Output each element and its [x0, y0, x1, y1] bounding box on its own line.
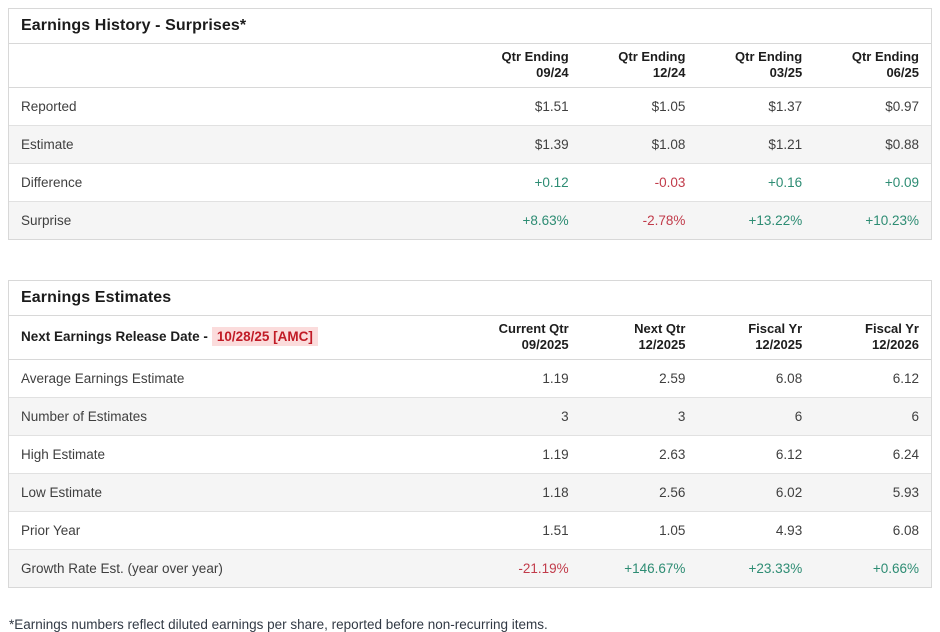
table-cell: -21.19%	[518, 561, 569, 576]
table-cell: 6.12	[697, 435, 815, 474]
table-cell: 1.19	[463, 435, 581, 474]
column-header-qtr-0924: Qtr Ending 09/24	[463, 44, 581, 88]
table-cell: 6	[814, 397, 931, 436]
row-label: Reported	[9, 87, 464, 126]
table-row-low-estimate: Low Estimate 1.18 2.56 6.02 5.93	[9, 473, 931, 512]
earnings-history-table: Qtr Ending 09/24 Qtr Ending 12/24 Qtr En…	[9, 44, 931, 239]
table-cell: 3	[463, 397, 581, 436]
row-label: Low Estimate	[9, 473, 464, 512]
row-label: Growth Rate Est. (year over year)	[21, 561, 223, 576]
table-row-average-earnings-estimate: Average Earnings Estimate 1.19 2.59 6.08…	[9, 359, 931, 398]
earnings-estimates-table: Next Earnings Release Date -10/28/25 [AM…	[9, 316, 931, 587]
table-cell: $1.51	[463, 87, 581, 126]
table-cell: $1.08	[580, 125, 698, 164]
table-cell: 5.93	[814, 473, 931, 512]
earnings-history-title: Earnings History - Surprises*	[9, 9, 931, 44]
table-row-difference: Difference +0.12 -0.03 +0.16 +0.09	[9, 163, 931, 202]
column-header-qtr-1224: Qtr Ending 12/24	[580, 44, 698, 88]
table-cell: $0.97	[814, 87, 931, 126]
release-date-label: Next Earnings Release Date -	[21, 329, 208, 344]
table-cell: $1.39	[463, 125, 581, 164]
table-cell: $1.37	[697, 87, 815, 126]
table-cell: +0.09	[814, 163, 931, 202]
table-cell: +0.12	[463, 163, 581, 202]
row-label: Difference	[9, 163, 464, 202]
row-label: Number of Estimates	[9, 397, 464, 436]
table-row-surprise: Surprise +8.63% -2.78% +13.22% +10.23%	[9, 201, 931, 239]
release-date-badge: 10/28/25 [AMC]	[211, 327, 318, 346]
earnings-history-header-row: Qtr Ending 09/24 Qtr Ending 12/24 Qtr En…	[9, 44, 931, 88]
table-cell: 2.63	[580, 435, 698, 474]
table-cell: 6	[697, 397, 815, 436]
next-earnings-release: Next Earnings Release Date -10/28/25 [AM…	[9, 316, 464, 360]
table-cell: +23.33%	[748, 561, 803, 576]
table-cell: +8.63%	[522, 213, 569, 228]
table-cell: +146.67%	[624, 561, 686, 576]
row-label: Surprise	[21, 213, 72, 228]
row-label: Average Earnings Estimate	[9, 359, 464, 398]
table-cell: +10.23%	[865, 213, 919, 228]
table-cell: 2.56	[580, 473, 698, 512]
row-label: High Estimate	[9, 435, 464, 474]
table-cell: 2.59	[580, 359, 698, 398]
table-cell: 1.05	[580, 511, 698, 550]
table-row-prior-year: Prior Year 1.51 1.05 4.93 6.08	[9, 511, 931, 550]
table-cell: $1.05	[580, 87, 698, 126]
table-cell: 1.18	[463, 473, 581, 512]
header-spacer	[9, 44, 464, 88]
earnings-estimates-header-row: Next Earnings Release Date -10/28/25 [AM…	[9, 316, 931, 360]
column-header-current-qtr: Current Qtr 09/2025	[463, 316, 581, 360]
table-cell: +0.16	[697, 163, 815, 202]
table-cell: 1.51	[463, 511, 581, 550]
table-cell: +13.22%	[748, 213, 803, 228]
column-header-qtr-0325: Qtr Ending 03/25	[697, 44, 815, 88]
table-cell: 6.12	[814, 359, 931, 398]
row-label: Prior Year	[9, 511, 464, 550]
column-header-fiscal-yr-2025: Fiscal Yr 12/2025	[697, 316, 815, 360]
earnings-history-card: Earnings History - Surprises* Qtr Ending…	[8, 8, 932, 240]
table-row-reported: Reported $1.51 $1.05 $1.37 $0.97	[9, 87, 931, 126]
table-cell: 4.93	[697, 511, 815, 550]
table-cell: 6.24	[814, 435, 931, 474]
earnings-estimates-title: Earnings Estimates	[9, 281, 931, 316]
column-header-next-qtr: Next Qtr 12/2025	[580, 316, 698, 360]
table-cell: $0.88	[814, 125, 931, 164]
table-row-number-of-estimates: Number of Estimates 3 3 6 6	[9, 397, 931, 436]
earnings-estimates-card: Earnings Estimates Next Earnings Release…	[8, 280, 932, 588]
table-cell: 6.08	[814, 511, 931, 550]
table-cell: 6.02	[697, 473, 815, 512]
table-cell: +0.66%	[872, 561, 919, 576]
column-header-qtr-0625: Qtr Ending 06/25	[814, 44, 931, 88]
table-cell: 3	[580, 397, 698, 436]
table-row-estimate: Estimate $1.39 $1.08 $1.21 $0.88	[9, 125, 931, 164]
table-cell: 6.08	[697, 359, 815, 398]
table-cell: 1.19	[463, 359, 581, 398]
table-cell: $1.21	[697, 125, 815, 164]
table-row-high-estimate: High Estimate 1.19 2.63 6.12 6.24	[9, 435, 931, 474]
table-row-growth-rate-est: Growth Rate Est. (year over year) -21.19…	[9, 549, 931, 587]
row-label: Estimate	[9, 125, 464, 164]
column-header-fiscal-yr-2026: Fiscal Yr 12/2026	[814, 316, 931, 360]
table-cell: -2.78%	[642, 213, 686, 228]
table-cell: -0.03	[580, 163, 698, 202]
earnings-footnote: *Earnings numbers reflect diluted earnin…	[9, 617, 548, 632]
